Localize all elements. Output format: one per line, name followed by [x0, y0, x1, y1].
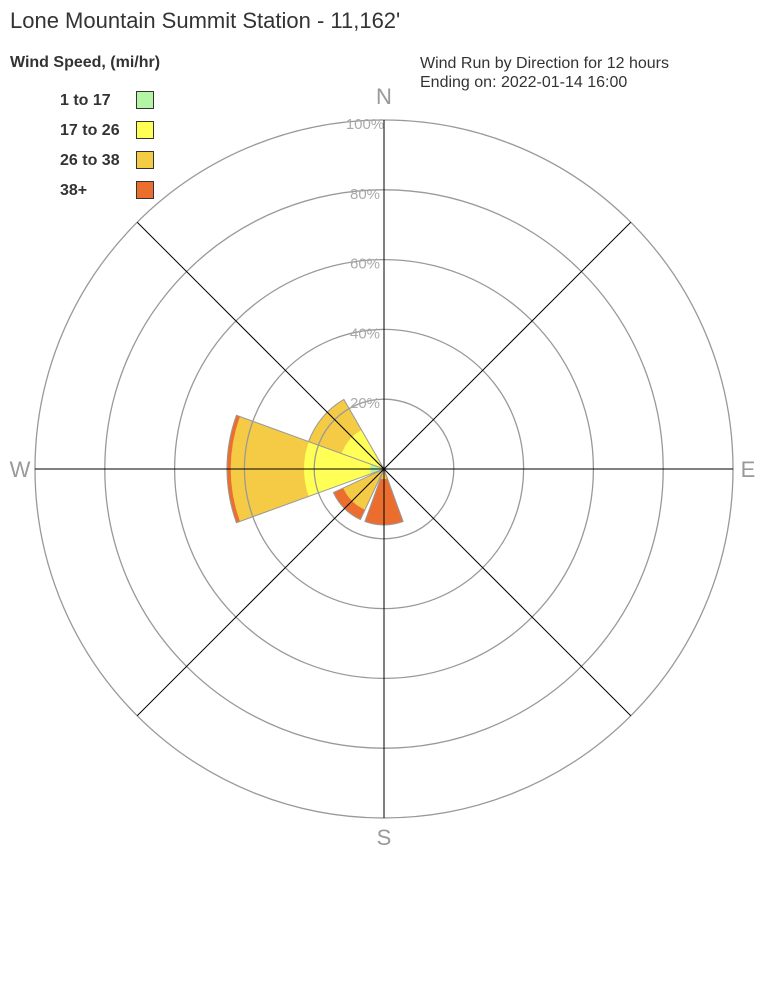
legend-swatch-bin0 [136, 91, 154, 109]
compass-label-s: S [377, 825, 392, 850]
legend-swatch-bin1 [136, 121, 154, 139]
radial-tick-label-40: 40% [350, 325, 380, 342]
spoke-135 [136, 221, 632, 717]
legend-label-bin3: 38+ [60, 182, 88, 199]
radial-tick-label-20: 20% [350, 395, 380, 412]
radial-tick-label-80: 80% [350, 186, 380, 203]
compass-label-n: N [376, 84, 392, 109]
compass-label-w: W [10, 457, 31, 482]
run-info-line2: Ending on: 2022-01-14 16:00 [420, 74, 628, 91]
petal-outline-nw [307, 398, 386, 470]
compass-label-e: E [741, 457, 756, 482]
radial-tick-label-100: 100% [346, 116, 384, 133]
legend-swatch-bin3 [136, 181, 154, 199]
chart-title: Lone Mountain Summit Station - 11,162' [10, 8, 401, 33]
legend-title: Wind Speed, (mi/hr) [10, 54, 161, 71]
legend-label-bin0: 1 to 17 [60, 92, 111, 109]
run-info-line1: Wind Run by Direction for 12 hours [420, 55, 669, 72]
legend-label-bin1: 17 to 26 [60, 122, 120, 139]
legend-label-bin2: 26 to 38 [60, 152, 120, 169]
legend-swatch-bin2 [136, 151, 154, 169]
radial-tick-label-60: 60% [350, 256, 380, 273]
run-info: Wind Run by Direction for 12 hours Endin… [420, 54, 669, 92]
